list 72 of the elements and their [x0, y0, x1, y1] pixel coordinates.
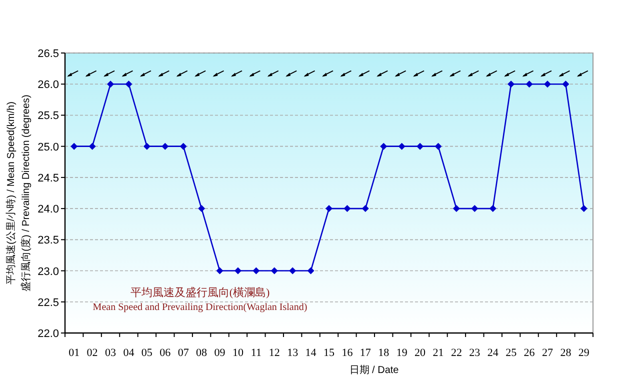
y-tick-label: 26.5: [38, 48, 59, 60]
point: [362, 205, 369, 212]
point: [162, 142, 169, 150]
point: [489, 205, 496, 212]
point: [234, 267, 242, 274]
point: [544, 80, 551, 88]
point: [380, 142, 388, 150]
x-tick-label: 27: [542, 347, 554, 359]
point: [216, 267, 224, 274]
point: [143, 142, 150, 150]
y-tick-label: 25.0: [38, 141, 59, 154]
x-tick-label: 09: [214, 347, 226, 359]
point: [471, 205, 478, 212]
point: [398, 142, 406, 150]
x-tick-label: 24: [487, 347, 499, 359]
point: [270, 267, 278, 274]
x-tick-label: 02: [86, 347, 98, 359]
x-tick-label: 10: [232, 347, 244, 359]
x-tick-label: 07: [178, 347, 190, 359]
point: [252, 267, 260, 274]
y-tick-label: 23.5: [38, 234, 59, 247]
x-tick-label: 22: [450, 347, 462, 359]
x-tick-label: 01: [68, 347, 80, 359]
x-tick-label: 21: [432, 347, 444, 359]
y-tick-label: 26.0: [38, 79, 59, 92]
x-tick-label: 06: [160, 347, 172, 359]
point: [344, 205, 351, 212]
y-tick-label: 22.0: [38, 328, 59, 340]
annotation: 平均風速及盛行風向(橫瀾島): [130, 286, 270, 299]
y-tick-label: 22.5: [38, 296, 59, 309]
x-tick-label: 11: [250, 347, 262, 359]
point: [88, 142, 96, 150]
x-tick-label: 15: [324, 347, 335, 359]
annotation: Mean Speed and Prevailing Direction(Waglan Island): [92, 302, 308, 313]
point: [307, 267, 314, 274]
point: [107, 80, 114, 88]
x-tick-label: 26: [524, 347, 536, 359]
x-tick-label: 28: [560, 347, 572, 359]
y-tick-label: 24.0: [38, 204, 59, 216]
x-tick-label: 23: [469, 347, 481, 359]
y-axis-title: 平均風速(公里/小時) / Mean Speed(km/h) 盛行風向(度) / Prevailing Direction (degrees): [5, 94, 32, 292]
point: [580, 205, 588, 212]
point: [326, 205, 332, 212]
x-tick-label: 12: [268, 347, 280, 359]
x-tick-label: 14: [305, 347, 317, 359]
x-tick-label: 04: [123, 347, 135, 359]
x-axis-title: 日期 / Date: [349, 364, 400, 376]
x-tick-label: 16: [342, 347, 354, 359]
point: [416, 142, 424, 150]
point: [452, 205, 460, 212]
x-tick-label: 05: [141, 347, 153, 359]
x-tick-label: 03: [105, 347, 117, 359]
y-tick-label: 25.5: [38, 110, 59, 122]
x-tick-label: 13: [287, 347, 299, 359]
x-tick-label: 08: [196, 347, 208, 359]
point: [434, 142, 442, 150]
x-tick-label: 19: [396, 347, 408, 359]
y-tick-label: 24.5: [38, 172, 59, 184]
point: [70, 142, 78, 150]
point: [562, 80, 570, 88]
point: [198, 205, 206, 212]
x-tick-label: 18: [378, 347, 390, 359]
point: [289, 267, 296, 274]
y-tick-label: 23.0: [38, 266, 59, 278]
point: [180, 142, 187, 150]
x-tick-label: 29: [578, 347, 590, 359]
point: [125, 80, 132, 88]
point: [526, 80, 533, 88]
x-tick-label: 20: [414, 347, 426, 359]
x-tick-label: 17: [360, 347, 372, 359]
x-tick-label: 25: [506, 347, 518, 359]
point: [508, 80, 515, 88]
